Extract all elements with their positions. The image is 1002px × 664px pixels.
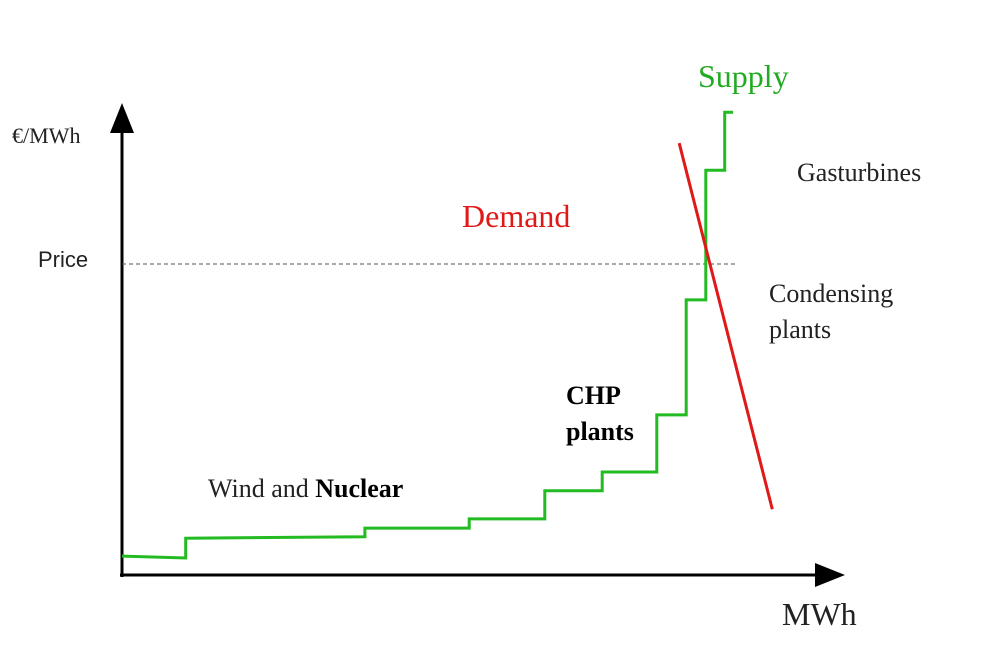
chp-line2: plants [566, 417, 634, 446]
gasturbines-label: Gasturbines [797, 158, 922, 187]
wind-prefix: Wind and [208, 474, 316, 503]
x-axis-label: MWh [782, 596, 857, 632]
price-label: Price [38, 247, 89, 272]
chp-line1: CHP [566, 381, 621, 410]
demand-label: Demand [462, 198, 571, 234]
condensing-line1: Condensing [769, 279, 894, 308]
demand-curve [677, 142, 774, 510]
condensing-line2: plants [769, 315, 832, 344]
chp-plants-label: CHP plants [566, 378, 634, 450]
supply-curve [121, 110, 734, 560]
condensing-plants-label: Condensing plants [769, 276, 893, 348]
supply-label: Supply [698, 58, 789, 94]
wind-nuclear-label: Wind and Nuclear [208, 474, 403, 504]
nuclear-bold: Nuclear [315, 474, 404, 503]
y-axis-label: €/MWh [12, 123, 81, 148]
